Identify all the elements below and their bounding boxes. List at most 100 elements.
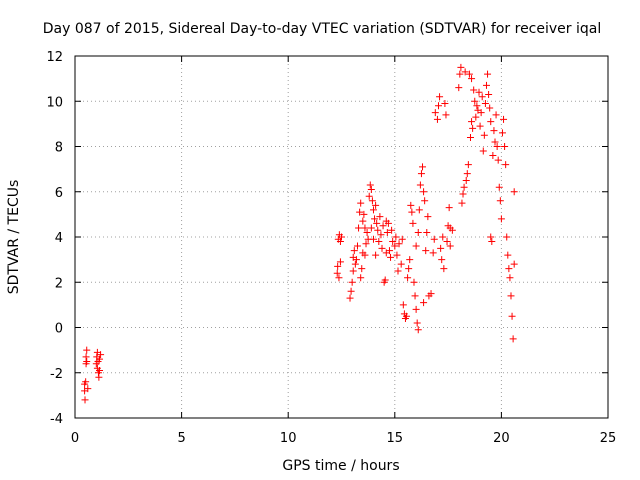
data-point	[420, 188, 428, 196]
data-point	[501, 143, 509, 150]
data-point	[353, 242, 361, 250]
data-point	[356, 208, 364, 216]
data-point	[475, 88, 483, 96]
data-point	[416, 181, 424, 189]
data-point	[367, 224, 375, 232]
data-point	[357, 274, 365, 282]
data-point	[441, 100, 449, 108]
data-point	[84, 385, 92, 393]
data-point	[459, 190, 467, 198]
data-point	[455, 84, 463, 92]
data-point	[500, 115, 508, 123]
data-point	[460, 183, 468, 191]
data-point	[335, 274, 343, 282]
data-point	[422, 247, 430, 255]
data-point	[397, 260, 405, 268]
data-point	[417, 170, 425, 178]
data-point	[508, 312, 516, 320]
data-point	[334, 262, 342, 270]
data-point	[440, 265, 448, 273]
data-point	[414, 228, 422, 236]
data-point	[357, 199, 365, 207]
data-point	[462, 176, 470, 184]
data-point	[487, 233, 495, 241]
data-point	[372, 201, 380, 209]
data-point	[374, 226, 382, 234]
data-point	[379, 222, 387, 230]
data-points	[81, 63, 518, 404]
data-point	[403, 312, 411, 320]
data-point	[468, 118, 476, 126]
data-point	[363, 228, 371, 236]
data-point	[391, 242, 399, 250]
data-point	[82, 353, 90, 361]
y-tick-label: 12	[46, 50, 63, 65]
data-point	[509, 335, 517, 343]
y-tick-label: 2	[55, 276, 63, 291]
data-point	[494, 156, 502, 164]
data-point	[369, 206, 377, 214]
data-point	[492, 111, 500, 119]
data-point	[480, 131, 488, 139]
data-point	[392, 233, 400, 241]
data-point	[431, 109, 439, 117]
data-point	[352, 256, 360, 264]
data-point	[510, 260, 518, 268]
data-point	[395, 240, 403, 248]
data-point	[366, 181, 374, 189]
data-point	[443, 238, 451, 246]
data-point	[510, 188, 518, 196]
data-point	[490, 127, 498, 135]
data-point	[385, 247, 393, 255]
data-point	[458, 199, 466, 207]
data-point	[333, 269, 341, 277]
data-point	[436, 93, 444, 101]
data-point	[413, 319, 421, 327]
data-point	[359, 217, 367, 225]
data-point	[365, 192, 373, 200]
data-point	[412, 242, 420, 250]
data-point	[484, 70, 492, 78]
x-tick-labels: 0 5 10 15 20 25	[71, 431, 616, 446]
data-point	[346, 294, 354, 302]
data-point	[502, 161, 510, 169]
data-point	[372, 251, 380, 259]
data-point	[489, 152, 497, 160]
data-point	[419, 163, 427, 171]
data-point	[430, 235, 438, 243]
y-tick-label: 6	[55, 186, 63, 201]
data-point	[389, 238, 397, 246]
data-point	[507, 292, 515, 300]
data-point	[406, 256, 414, 264]
data-point	[367, 185, 375, 193]
data-point	[495, 183, 503, 191]
x-tick-label: 20	[493, 431, 510, 446]
x-tick-label: 25	[600, 431, 617, 446]
plot-frame	[74, 55, 609, 419]
data-point	[394, 267, 402, 275]
data-point	[377, 231, 385, 239]
x-axis-label: GPS time / hours	[282, 458, 399, 474]
data-point	[349, 267, 357, 275]
data-point	[463, 170, 471, 178]
data-point	[466, 133, 474, 141]
data-point	[505, 265, 513, 273]
data-point	[433, 115, 441, 123]
data-point	[388, 226, 396, 234]
data-point	[486, 104, 494, 112]
data-point	[445, 204, 453, 212]
data-point	[442, 111, 450, 119]
data-point	[414, 326, 422, 334]
data-point	[376, 213, 384, 221]
data-point	[368, 197, 376, 205]
data-point	[471, 97, 479, 105]
data-point	[384, 219, 392, 227]
data-point	[371, 215, 379, 223]
y-tick-label: 4	[55, 231, 63, 246]
data-point	[348, 278, 356, 286]
x-tick-label: 5	[177, 431, 185, 446]
data-point	[482, 81, 490, 89]
data-point	[461, 68, 469, 76]
data-point	[424, 213, 432, 221]
